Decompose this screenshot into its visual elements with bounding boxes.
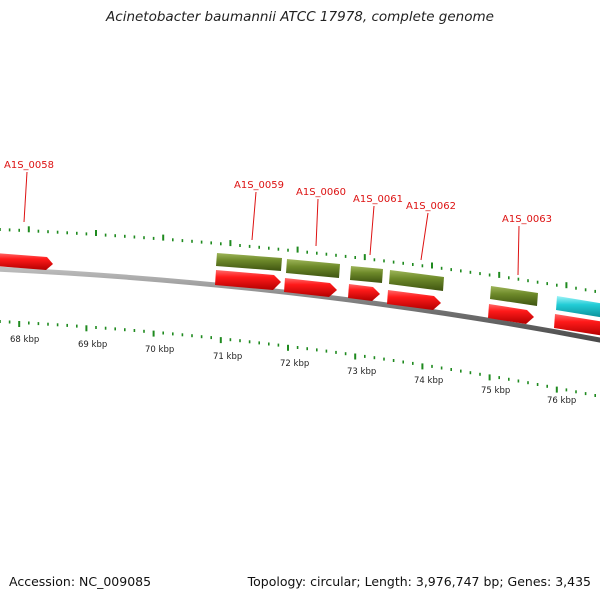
gene-label-a1s-0062[interactable]: A1S_0062 xyxy=(406,201,456,212)
label-leader-line xyxy=(251,191,257,241)
cds-feature-0061[interactable] xyxy=(350,266,383,283)
outer-tick-track xyxy=(0,226,597,293)
gene-feature-0062[interactable] xyxy=(387,290,441,310)
gene-feature-0063[interactable] xyxy=(488,304,534,324)
label-leader-line xyxy=(420,212,429,261)
label-leader-line xyxy=(23,171,28,223)
gene-label-a1s-0058[interactable]: A1S_0058 xyxy=(4,160,54,171)
kbp-label-68: 68 kbp xyxy=(10,335,39,345)
kbp-label-71: 71 kbp xyxy=(213,352,242,362)
gene-label-layer: A1S_0058 A1S_0059 A1S_0060 A1S_0061 A1S_… xyxy=(4,160,552,225)
kbp-label-69: 69 kbp xyxy=(78,340,107,350)
accession-text: Accession: NC_009085 xyxy=(9,574,152,589)
cds-feature-other[interactable] xyxy=(556,296,600,318)
gene-label-a1s-0060[interactable]: A1S_0060 xyxy=(296,187,346,198)
kbp-label-72: 72 kbp xyxy=(280,359,309,369)
cds-feature-0059[interactable] xyxy=(216,253,282,271)
genome-summary-text: Topology: circular; Length: 3,976,747 bp… xyxy=(247,574,591,589)
gene-feature-other[interactable] xyxy=(554,314,600,336)
kbp-label-74: 74 kbp xyxy=(414,376,443,386)
kbp-label-73: 73 kbp xyxy=(347,367,376,377)
gene-feature-0061[interactable] xyxy=(348,284,380,301)
cds-feature-0062[interactable] xyxy=(389,270,444,291)
label-leader-line xyxy=(369,205,375,256)
inner-tick-track xyxy=(0,320,597,397)
gene-label-a1s-0061[interactable]: A1S_0061 xyxy=(353,194,403,205)
gene-feature-0060[interactable] xyxy=(284,278,337,297)
feature-track xyxy=(0,253,600,336)
kbp-label-70: 70 kbp xyxy=(145,345,174,355)
label-leader-line xyxy=(315,198,319,247)
gene-label-a1s-0063[interactable]: A1S_0063 xyxy=(502,214,552,225)
cds-feature-0060[interactable] xyxy=(286,259,340,278)
kbp-label-layer: 68 kbp 69 kbp 70 kbp 71 kbp 72 kbp 73 kb… xyxy=(10,335,576,406)
kbp-label-76: 76 kbp xyxy=(547,396,576,406)
cds-feature-0063[interactable] xyxy=(490,286,538,306)
map-title: Acinetobacter baumannii ATCC 17978, comp… xyxy=(106,9,494,25)
gene-feature-0058[interactable] xyxy=(0,253,53,270)
gene-feature-0059[interactable] xyxy=(215,270,281,290)
label-leaders xyxy=(23,171,520,276)
label-leader-line xyxy=(517,225,520,276)
genome-backbone xyxy=(0,266,600,343)
gene-label-a1s-0059[interactable]: A1S_0059 xyxy=(234,180,284,191)
kbp-label-75: 75 kbp xyxy=(481,386,510,396)
